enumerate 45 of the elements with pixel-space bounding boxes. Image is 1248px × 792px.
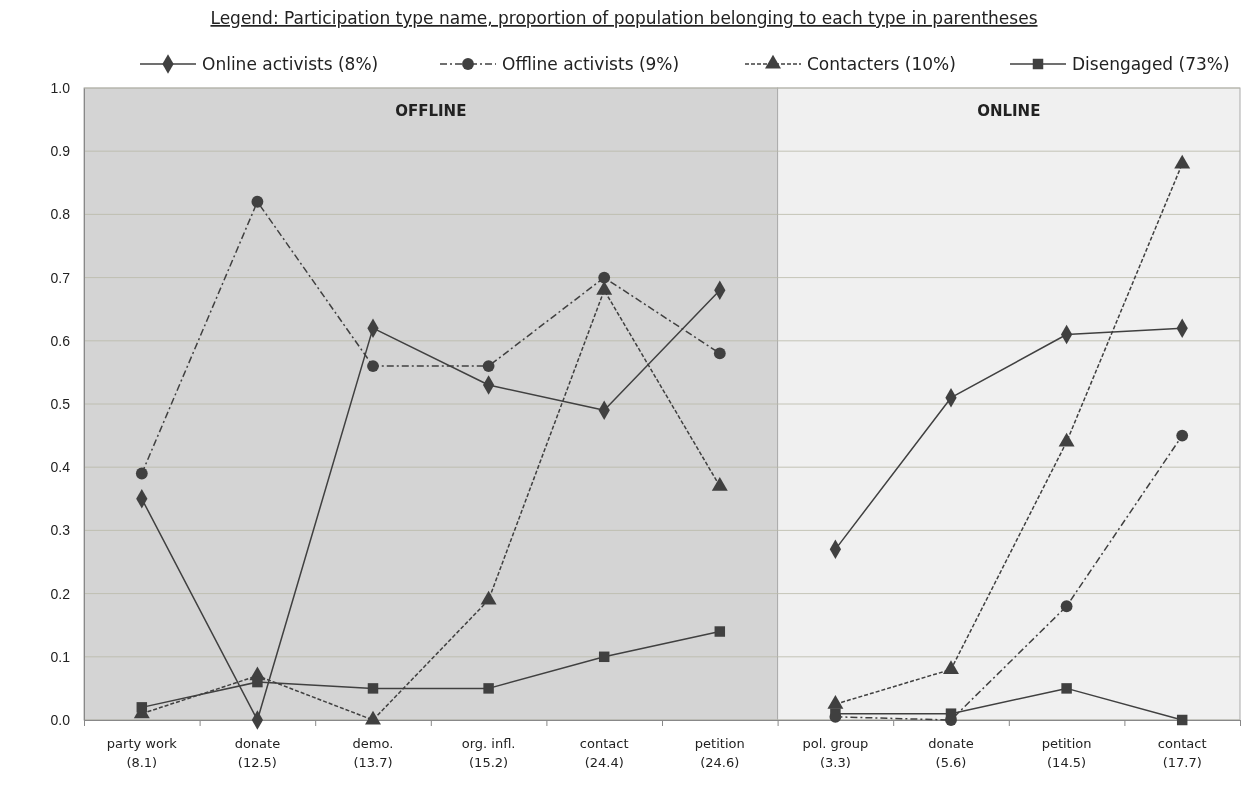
x-tick-label: donate (12.5) (234, 736, 281, 770)
x-tick-label: petition (24.6) (694, 736, 745, 770)
x-tick-label: petition (14.5) (1041, 736, 1092, 770)
band-label: ONLINE (977, 102, 1041, 120)
y-tick-label: 0.2 (50, 585, 71, 602)
point (367, 683, 379, 694)
y-tick-label: 0.9 (50, 143, 71, 160)
legend-label: Contacters (10%) (807, 54, 956, 74)
point (136, 702, 148, 713)
point (367, 360, 379, 372)
y-tick-label: 1.0 (50, 79, 71, 96)
legend-label: Online activists (8%) (202, 54, 379, 74)
y-tick-label: 0.0 (50, 711, 71, 728)
point (1176, 429, 1189, 442)
point (598, 271, 611, 284)
point (598, 651, 610, 663)
x-tick-label: demo. (13.7) (352, 736, 394, 770)
x-tick-label: party work (8.1) (106, 736, 178, 770)
y-tick-label: 0.1 (50, 648, 71, 665)
point (482, 360, 495, 372)
y-tick-label: 0.7 (50, 269, 71, 286)
point (251, 195, 264, 208)
point (713, 347, 726, 360)
point (945, 708, 957, 719)
x-tick-label: contact (24.4) (579, 736, 629, 770)
y-tick-label: 0.8 (50, 206, 71, 223)
point (1060, 600, 1073, 613)
point (714, 626, 726, 637)
x-tick-label: pol. group (3.3) (802, 736, 869, 770)
point (943, 660, 959, 675)
point (1176, 714, 1188, 726)
x-tick-label: contact (17.7) (1157, 736, 1207, 770)
point (135, 467, 148, 480)
legend-label: Offline activists (9%) (502, 54, 680, 74)
y-tick-label: 0.3 (50, 522, 71, 539)
y-tick-label: 0.6 (50, 332, 71, 349)
x-tick-label: org. infl. (15.2) (461, 736, 516, 770)
point (483, 683, 494, 694)
band-label: OFFLINE (395, 102, 467, 120)
x-tick-label: donate (5.6) (928, 736, 974, 770)
y-tick-label: 0.5 (50, 395, 71, 412)
chart-title: Legend: Participation type name, proportion of population belonging to each type in parentheses (210, 8, 1038, 28)
legend-label: Disengaged (73%) (1072, 54, 1230, 74)
y-tick-label: 0.4 (50, 459, 71, 476)
point (1061, 683, 1072, 694)
